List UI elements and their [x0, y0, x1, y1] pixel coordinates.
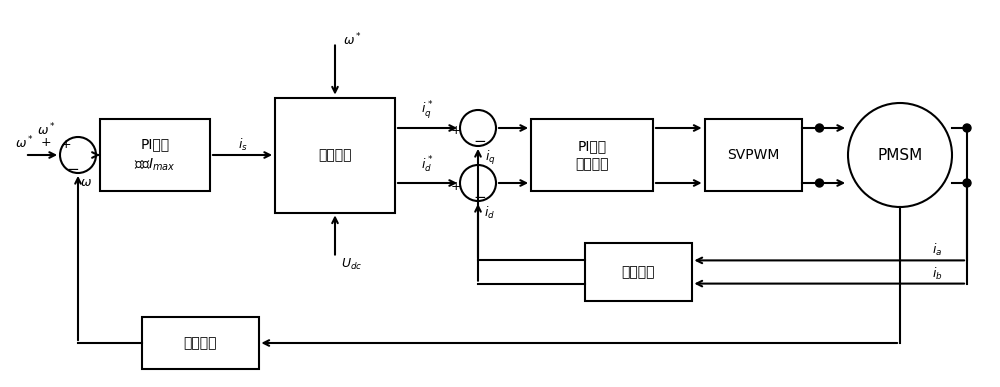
Text: −: − — [474, 190, 486, 204]
Bar — [100, 119, 210, 191]
Text: $\omega^*$: $\omega^*$ — [15, 135, 34, 151]
Circle shape — [848, 103, 952, 207]
Text: 弱磁控制: 弱磁控制 — [318, 148, 352, 162]
Bar — [584, 243, 692, 301]
Text: PI控制
坐标变换: PI控制 坐标变换 — [575, 139, 609, 171]
Bar — [531, 119, 653, 191]
Text: 转速计算: 转速计算 — [183, 336, 217, 350]
Text: +: + — [41, 137, 51, 149]
Text: $i_a$: $i_a$ — [932, 242, 942, 259]
Circle shape — [60, 137, 96, 173]
Text: PMSM: PMSM — [877, 147, 923, 163]
Circle shape — [460, 110, 496, 146]
Circle shape — [963, 124, 971, 132]
Text: 坐标变换: 坐标变换 — [621, 265, 655, 279]
Text: SVPWM: SVPWM — [727, 148, 779, 162]
Text: $i_d^*$: $i_d^*$ — [421, 155, 434, 175]
Text: $\omega^*$: $\omega^*$ — [343, 31, 362, 48]
Circle shape — [963, 179, 971, 187]
Text: $i_b$: $i_b$ — [932, 265, 942, 282]
Text: +: + — [451, 125, 461, 137]
Text: $i_q^*$: $i_q^*$ — [421, 99, 434, 121]
Circle shape — [816, 124, 824, 132]
Text: $i_q$: $i_q$ — [485, 149, 495, 167]
Text: $U_{dc}$: $U_{dc}$ — [341, 257, 362, 272]
Circle shape — [460, 165, 496, 201]
Text: +: + — [61, 139, 71, 151]
Text: $i_d$: $i_d$ — [484, 205, 496, 221]
Bar — [704, 119, 802, 191]
Text: +: + — [451, 180, 461, 192]
Text: $\omega^*$: $\omega^*$ — [37, 122, 56, 138]
Circle shape — [816, 179, 824, 187]
Bar — [142, 317, 258, 369]
Text: $\omega$: $\omega$ — [80, 176, 92, 190]
Text: $i_s$: $i_s$ — [238, 137, 247, 153]
Text: PI控制
限幅$I_{max}$: PI控制 限幅$I_{max}$ — [134, 137, 176, 173]
Bar — [275, 98, 395, 212]
Text: −: − — [474, 135, 486, 149]
Text: −: − — [67, 161, 79, 176]
